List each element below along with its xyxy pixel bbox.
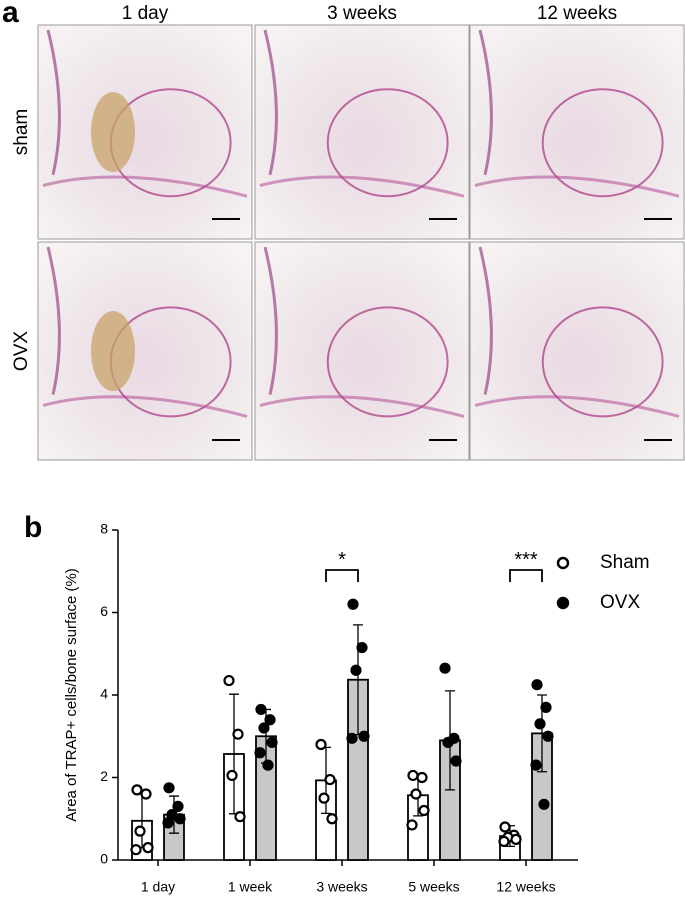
tissue xyxy=(478,246,493,395)
data-point xyxy=(442,736,454,749)
tissue xyxy=(259,175,465,198)
tissue xyxy=(326,306,449,418)
data-point xyxy=(407,769,419,782)
data-point xyxy=(255,703,267,716)
data-point xyxy=(498,835,510,848)
data-point xyxy=(534,718,546,730)
data-point xyxy=(531,679,543,691)
significance-label: *** xyxy=(514,549,538,571)
column-label: 12 weeks xyxy=(537,3,617,24)
data-point xyxy=(142,842,154,854)
data-point xyxy=(499,821,511,833)
data-point xyxy=(264,714,276,726)
data-point xyxy=(347,598,359,610)
data-point xyxy=(326,813,338,825)
y-axis-label: Area of TRAP+ cells/bone surface (%) xyxy=(63,568,80,822)
legend-marker xyxy=(556,556,570,570)
tissue xyxy=(42,395,248,418)
data-point xyxy=(450,755,462,767)
tissue xyxy=(474,395,680,418)
x-tick-label: 3 weeks xyxy=(316,879,367,895)
row-label: sham xyxy=(11,109,32,155)
data-point xyxy=(131,784,143,796)
data-point xyxy=(262,759,274,771)
significance-bracket xyxy=(509,569,543,582)
data-point xyxy=(162,817,174,829)
data-point xyxy=(324,773,336,786)
data-point xyxy=(530,759,542,771)
histology-image xyxy=(37,241,253,461)
tissue xyxy=(46,29,61,176)
data-point xyxy=(350,664,362,676)
data-point xyxy=(356,641,368,654)
data-point xyxy=(172,800,184,812)
data-point xyxy=(254,747,266,759)
data-point xyxy=(234,811,246,823)
histology-image xyxy=(254,241,470,461)
histology-image xyxy=(254,24,470,240)
tissue xyxy=(541,88,664,198)
data-point xyxy=(540,701,552,713)
y-tick-label: 0 xyxy=(100,851,108,867)
x-tick-label: 12 weeks xyxy=(496,879,555,895)
significance-bracket xyxy=(325,569,359,582)
data-point xyxy=(418,804,430,817)
x-tick-label: 5 weeks xyxy=(408,879,459,895)
data-point xyxy=(410,788,422,800)
histology-image xyxy=(37,24,253,240)
data-point xyxy=(510,833,522,845)
y-tick-label: 4 xyxy=(100,686,108,702)
data-point xyxy=(439,662,451,674)
legend-marker xyxy=(556,596,570,610)
data-point xyxy=(130,844,142,856)
data-point xyxy=(358,730,370,742)
tissue xyxy=(263,246,278,395)
tissue xyxy=(541,306,664,418)
data-point xyxy=(232,728,244,740)
y-tick-label: 6 xyxy=(100,603,108,619)
panel-label: a xyxy=(2,0,19,29)
tissue xyxy=(46,246,61,395)
data-point xyxy=(318,792,330,804)
data-point xyxy=(134,825,146,837)
column-label: 1 day xyxy=(122,3,169,24)
data-point xyxy=(226,769,238,782)
histology-image xyxy=(469,241,685,461)
histology-image xyxy=(469,24,685,240)
tissue xyxy=(474,175,680,198)
tissue xyxy=(42,175,248,198)
data-point xyxy=(140,788,152,800)
data-point xyxy=(406,819,418,831)
y-tick-label: 8 xyxy=(100,521,108,537)
y-tick-label: 2 xyxy=(100,768,108,784)
data-point xyxy=(223,674,235,687)
tissue xyxy=(478,29,493,176)
legend-label: Sham xyxy=(600,552,650,573)
panel-label: b xyxy=(24,511,42,544)
data-point xyxy=(174,813,186,825)
significance-label: * xyxy=(338,549,346,571)
legend-label: OVX xyxy=(600,592,640,613)
data-point xyxy=(315,738,327,751)
x-tick-label: 1 week xyxy=(228,879,273,895)
data-point xyxy=(266,736,278,749)
x-tick-label: 1 day xyxy=(141,879,175,895)
column-label: 3 weeks xyxy=(327,3,397,24)
tissue xyxy=(259,395,465,418)
data-point xyxy=(163,782,175,794)
row-label: OVX xyxy=(11,331,32,371)
data-point xyxy=(416,771,428,784)
tissue xyxy=(263,29,278,176)
data-point xyxy=(538,798,550,810)
data-point xyxy=(258,722,270,734)
data-point xyxy=(542,730,554,742)
tissue xyxy=(91,311,135,391)
tissue xyxy=(91,92,135,172)
tissue xyxy=(326,88,449,198)
data-point xyxy=(346,732,358,744)
